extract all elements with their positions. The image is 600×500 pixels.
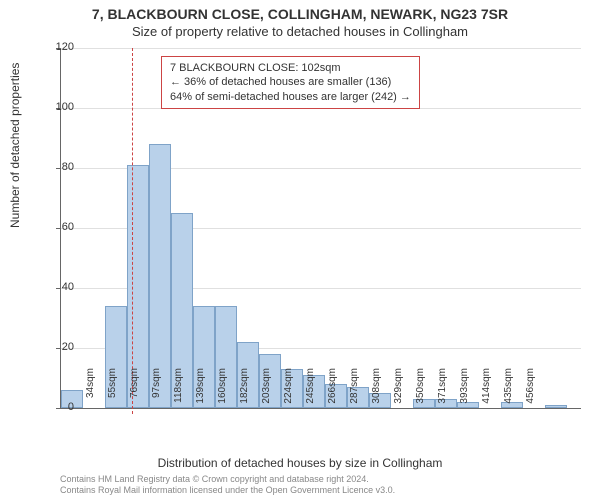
x-tick-label: 182sqm <box>239 368 250 418</box>
x-tick-label: 139sqm <box>195 368 206 418</box>
x-tick-label: 245sqm <box>305 368 316 418</box>
gridline <box>61 48 581 49</box>
y-tick-label: 40 <box>44 281 74 293</box>
chart-title-sub: Size of property relative to detached ho… <box>0 22 600 39</box>
x-tick-label: 97sqm <box>151 368 162 418</box>
y-tick-label: 0 <box>44 401 74 413</box>
plot-area: 7 BLACKBOURN CLOSE: 102sqm ← 36% of deta… <box>60 48 580 408</box>
footer-line-2: Contains Royal Mail information licensed… <box>60 485 395 496</box>
annotation-box: 7 BLACKBOURN CLOSE: 102sqm ← 36% of deta… <box>161 56 420 109</box>
chart-title-main: 7, BLACKBOURN CLOSE, COLLINGHAM, NEWARK,… <box>0 0 600 22</box>
x-tick-label: 76sqm <box>129 368 140 418</box>
y-axis-title: Number of detached properties <box>8 63 22 228</box>
y-tick-label: 120 <box>44 41 74 53</box>
x-tick-label: 456sqm <box>525 368 536 418</box>
y-tick-label: 60 <box>44 221 74 233</box>
footer: Contains HM Land Registry data © Crown c… <box>60 474 395 496</box>
x-tick-label: 435sqm <box>503 368 514 418</box>
annotation-line-3: 64% of semi-detached houses are larger (… <box>170 90 411 104</box>
x-tick-label: 414sqm <box>481 368 492 418</box>
x-tick-label: 308sqm <box>371 368 382 418</box>
x-tick-label: 118sqm <box>173 368 184 418</box>
y-tick-label: 100 <box>44 101 74 113</box>
x-tick-label: 203sqm <box>261 368 272 418</box>
x-tick-label: 371sqm <box>437 368 448 418</box>
annotation-line-2: ← 36% of detached houses are smaller (13… <box>170 75 411 89</box>
x-tick-label: 329sqm <box>393 368 404 418</box>
footer-line-1: Contains HM Land Registry data © Crown c… <box>60 474 395 485</box>
x-tick-label: 34sqm <box>85 368 96 418</box>
x-tick-label: 266sqm <box>327 368 338 418</box>
y-tick-label: 20 <box>44 341 74 353</box>
x-tick-label: 224sqm <box>283 368 294 418</box>
annotation-line-1: 7 BLACKBOURN CLOSE: 102sqm <box>170 61 411 75</box>
x-axis-title: Distribution of detached houses by size … <box>0 456 600 470</box>
plot-inner: 7 BLACKBOURN CLOSE: 102sqm ← 36% of deta… <box>60 48 581 409</box>
x-tick-label: 350sqm <box>415 368 426 418</box>
marker-line <box>132 48 133 414</box>
x-tick-label: 393sqm <box>459 368 470 418</box>
x-tick-label: 55sqm <box>107 368 118 418</box>
histogram-bar <box>545 405 567 408</box>
chart-container: 7, BLACKBOURN CLOSE, COLLINGHAM, NEWARK,… <box>0 0 600 500</box>
x-tick-label: 160sqm <box>217 368 228 418</box>
y-tick-label: 80 <box>44 161 74 173</box>
x-tick-label: 287sqm <box>349 368 360 418</box>
